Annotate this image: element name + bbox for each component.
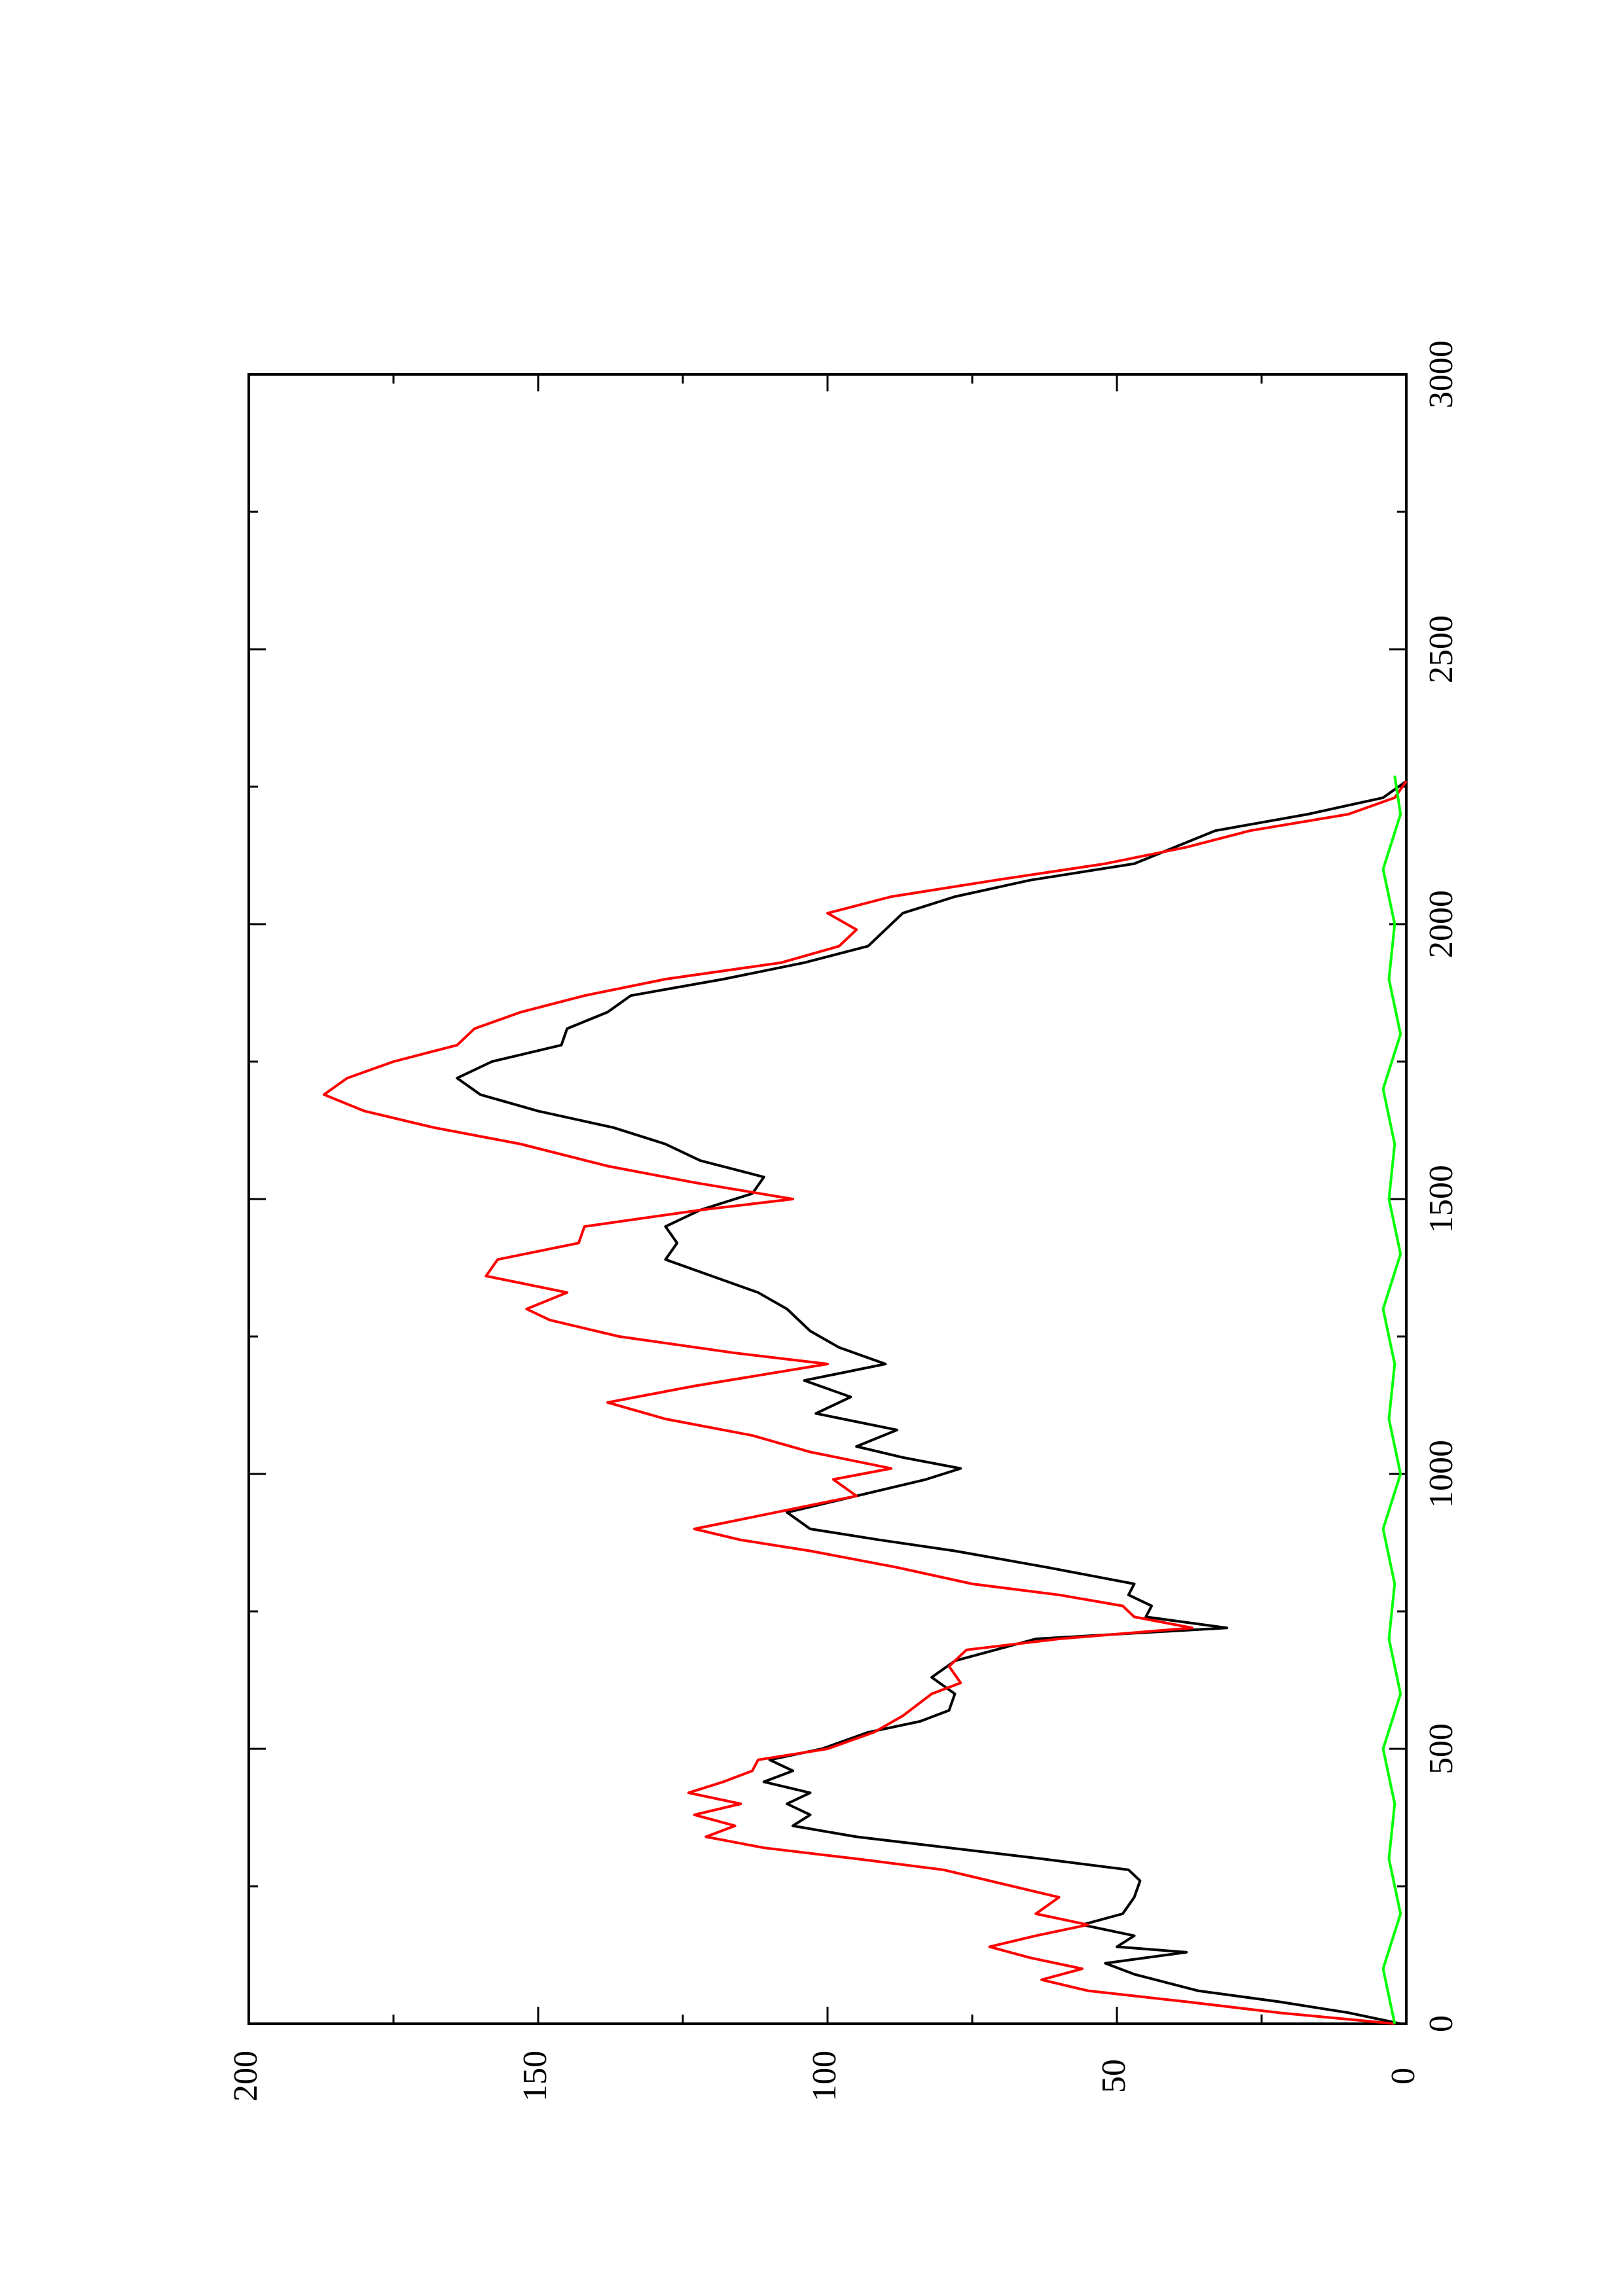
x-tick-label: 1000 (1423, 1440, 1460, 1508)
x-tick-label: 3000 (1423, 340, 1460, 408)
x-tick-label: 500 (1423, 1723, 1460, 1774)
series-line-2 (1381, 775, 1402, 2024)
axis-ticks (247, 373, 1408, 2025)
y-tick-label: 50 (1095, 2059, 1133, 2093)
y-tick-label: 150 (517, 2051, 554, 2102)
y-tick-label: 200 (227, 2051, 264, 2102)
y-tick-label: 0 (1385, 2068, 1422, 2085)
x-tick-label: 0 (1423, 2015, 1460, 2032)
series-line-0 (456, 780, 1408, 2025)
plot-area-border (247, 373, 1408, 2025)
series-lines (322, 775, 1408, 2025)
plot-frame (247, 373, 1408, 2025)
y-tick-label: 100 (806, 2051, 843, 2102)
x-tick-label: 2000 (1423, 890, 1460, 958)
x-tick-label: 1500 (1423, 1165, 1460, 1233)
x-tick-label: 2500 (1423, 615, 1460, 683)
series-line-1 (322, 780, 1408, 2025)
tick-labels: 0 500 1000 1500 2000 2500 3000 0 50 100 150 200 (227, 340, 1460, 2102)
